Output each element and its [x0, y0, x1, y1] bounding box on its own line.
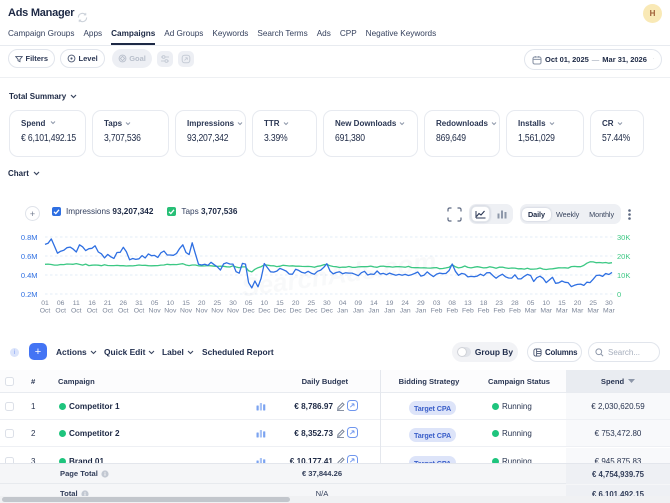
- svg-text:10K: 10K: [617, 271, 630, 280]
- svg-text:0.2M: 0.2M: [21, 290, 38, 299]
- svg-text:30: 30: [229, 300, 237, 307]
- svg-text:10: 10: [167, 300, 175, 307]
- svg-text:24: 24: [401, 300, 409, 307]
- svg-text:15: 15: [182, 300, 190, 307]
- svg-text:Feb: Feb: [462, 308, 474, 315]
- svg-text:Feb: Feb: [478, 308, 490, 315]
- svg-text:31: 31: [135, 300, 143, 307]
- svg-text:Dec: Dec: [321, 308, 334, 315]
- svg-text:28: 28: [511, 300, 519, 307]
- svg-text:Oct: Oct: [55, 308, 66, 315]
- svg-text:16: 16: [88, 300, 96, 307]
- svg-text:SearchAds.com: SearchAds.com: [239, 246, 438, 303]
- svg-text:26: 26: [120, 300, 128, 307]
- svg-text:25: 25: [589, 300, 597, 307]
- svg-text:20: 20: [292, 300, 300, 307]
- svg-text:Dec: Dec: [258, 308, 271, 315]
- svg-text:20: 20: [574, 300, 582, 307]
- svg-text:Mar: Mar: [525, 308, 537, 315]
- svg-text:29: 29: [417, 300, 425, 307]
- svg-text:18: 18: [480, 300, 488, 307]
- svg-text:14: 14: [370, 300, 378, 307]
- svg-text:23: 23: [495, 300, 503, 307]
- svg-text:10: 10: [542, 300, 550, 307]
- svg-text:25: 25: [214, 300, 222, 307]
- svg-text:09: 09: [355, 300, 363, 307]
- svg-text:Dec: Dec: [290, 308, 303, 315]
- svg-text:05: 05: [527, 300, 535, 307]
- svg-text:Nov: Nov: [227, 308, 240, 315]
- svg-text:Jan: Jan: [353, 308, 364, 315]
- svg-text:Nov: Nov: [164, 308, 177, 315]
- svg-text:Jan: Jan: [337, 308, 348, 315]
- svg-text:Mar: Mar: [572, 308, 584, 315]
- svg-text:Nov: Nov: [180, 308, 193, 315]
- svg-text:30K: 30K: [617, 233, 630, 242]
- svg-text:20K: 20K: [617, 252, 630, 261]
- svg-text:Feb: Feb: [509, 308, 521, 315]
- svg-text:Feb: Feb: [446, 308, 458, 315]
- svg-text:Jan: Jan: [384, 308, 395, 315]
- svg-text:Oct: Oct: [87, 308, 98, 315]
- svg-text:Jan: Jan: [368, 308, 379, 315]
- svg-text:30: 30: [323, 300, 331, 307]
- svg-text:10: 10: [261, 300, 269, 307]
- svg-text:Oct: Oct: [134, 308, 145, 315]
- svg-text:Oct: Oct: [71, 308, 82, 315]
- svg-text:Oct: Oct: [40, 308, 51, 315]
- svg-text:03: 03: [433, 300, 441, 307]
- svg-text:Mar: Mar: [603, 308, 615, 315]
- svg-text:11: 11: [73, 300, 80, 307]
- svg-text:Nov: Nov: [149, 308, 162, 315]
- svg-text:Mar: Mar: [587, 308, 599, 315]
- svg-text:21: 21: [104, 300, 112, 307]
- svg-text:13: 13: [464, 300, 472, 307]
- svg-text:25: 25: [308, 300, 316, 307]
- svg-text:Oct: Oct: [118, 308, 129, 315]
- svg-text:08: 08: [448, 300, 456, 307]
- svg-text:15: 15: [276, 300, 284, 307]
- svg-text:Jan: Jan: [400, 308, 411, 315]
- svg-text:Feb: Feb: [431, 308, 443, 315]
- svg-text:Oct: Oct: [102, 308, 113, 315]
- svg-text:04: 04: [339, 300, 347, 307]
- svg-text:Dec: Dec: [305, 308, 318, 315]
- svg-text:01: 01: [41, 300, 49, 307]
- svg-text:0: 0: [617, 290, 621, 299]
- svg-text:Jan: Jan: [415, 308, 426, 315]
- svg-text:05: 05: [245, 300, 253, 307]
- svg-text:Feb: Feb: [493, 308, 505, 315]
- svg-text:Nov: Nov: [196, 308, 209, 315]
- svg-text:19: 19: [386, 300, 394, 307]
- svg-text:15: 15: [558, 300, 566, 307]
- svg-text:Mar: Mar: [556, 308, 568, 315]
- svg-text:30: 30: [605, 300, 613, 307]
- svg-text:0.4M: 0.4M: [21, 271, 38, 280]
- svg-text:06: 06: [57, 300, 65, 307]
- svg-text:Nov: Nov: [211, 308, 224, 315]
- svg-text:0.8M: 0.8M: [21, 233, 38, 242]
- svg-text:05: 05: [151, 300, 159, 307]
- svg-text:Dec: Dec: [243, 308, 256, 315]
- svg-text:Mar: Mar: [540, 308, 552, 315]
- svg-text:20: 20: [198, 300, 206, 307]
- svg-text:Dec: Dec: [274, 308, 287, 315]
- svg-text:0.6M: 0.6M: [21, 252, 38, 261]
